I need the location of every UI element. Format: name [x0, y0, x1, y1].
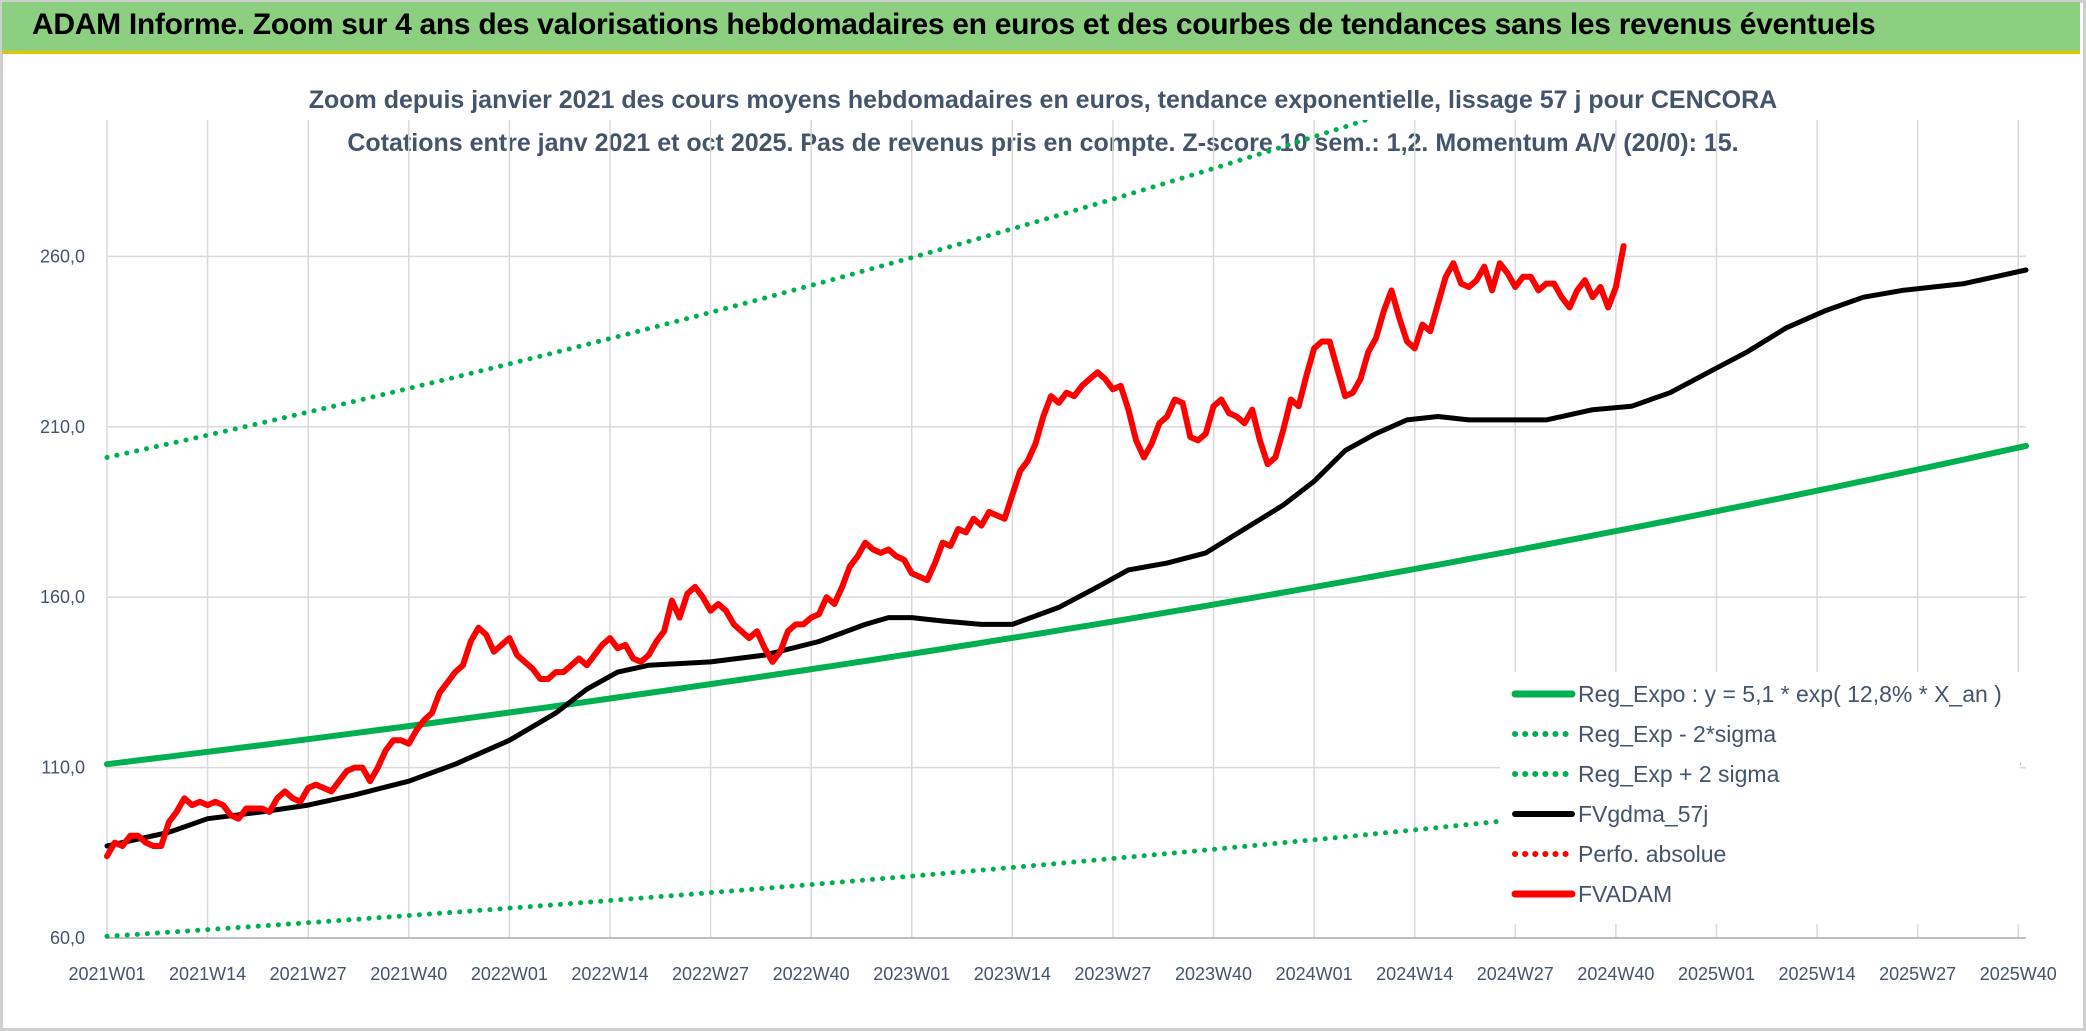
report-banner-title: ADAM Informe. Zoom sur 4 ans des valoris…: [32, 8, 1876, 41]
x-tick-label: 2025W40: [1980, 964, 2057, 984]
x-tick-label: 2023W14: [974, 964, 1051, 984]
legend-label-3: Reg_Exp + 2 sigma: [1578, 761, 1780, 787]
series-line-1: [104, 442, 2029, 768]
x-tick-label: 2023W27: [1074, 964, 1151, 984]
series-line-6: [104, 243, 1627, 860]
y-tick-label: 210,0: [40, 417, 85, 437]
chart-title: Zoom depuis janvier 2021 des cours moyen…: [309, 86, 1778, 114]
x-tick-label: 2025W01: [1678, 964, 1755, 984]
x-tick-label: 2024W27: [1477, 964, 1554, 984]
x-tick-label: 2022W40: [773, 964, 850, 984]
x-tick-label: 2021W40: [370, 964, 447, 984]
x-tick-label: 2022W01: [471, 964, 548, 984]
chart-subtitle: Cotations entre janv 2021 et oct 2025. P…: [347, 129, 1738, 157]
x-tick-label: 2024W40: [1577, 964, 1654, 984]
legend-label-1: Reg_Expo : y = 5,1 * exp( 12,8% * X_an ): [1578, 681, 2002, 707]
x-tick-label: 2023W40: [1175, 964, 1252, 984]
legend-label-5: Perfo. absolue: [1578, 841, 1726, 867]
x-tick-label: 2025W14: [1779, 964, 1856, 984]
x-tick-label: 2022W14: [571, 964, 648, 984]
y-tick-label: 60,0: [50, 928, 85, 948]
x-tick-label: 2023W01: [873, 964, 950, 984]
x-tick-label: 2021W01: [68, 964, 145, 984]
series-line-3: [104, 120, 1374, 460]
axis-labels: 60,0 110,0 160,0 210,0 260,0 2021W01 2021W14 20…: [40, 246, 2057, 984]
x-tick-label: 2024W01: [1276, 964, 1353, 984]
y-tick-label: 160,0: [40, 587, 85, 607]
chart-legend: Reg_Expo : y = 5,1 * exp( 12,8% * X_an )…: [1511, 681, 2002, 907]
x-tick-label: 2025W27: [1879, 964, 1956, 984]
legend-background: [1500, 672, 2020, 924]
legend-label-4: FVgdma_57j: [1578, 801, 1708, 827]
x-tick-label: 2021W27: [270, 964, 347, 984]
report-banner: ADAM Informe. Zoom sur 4 ans des valoris…: [2, 2, 2080, 54]
x-tick-label: 2024W14: [1376, 964, 1453, 984]
legend-label-2: Reg_Exp - 2*sigma: [1578, 721, 1776, 747]
series-line-4: [104, 267, 2029, 849]
x-tick-label: 2022W27: [672, 964, 749, 984]
y-tick-label: 260,0: [40, 246, 85, 266]
x-tick-label: 2021W14: [169, 964, 246, 984]
legend-label-6: FVADAM: [1578, 881, 1672, 907]
y-tick-label: 110,0: [41, 758, 85, 778]
